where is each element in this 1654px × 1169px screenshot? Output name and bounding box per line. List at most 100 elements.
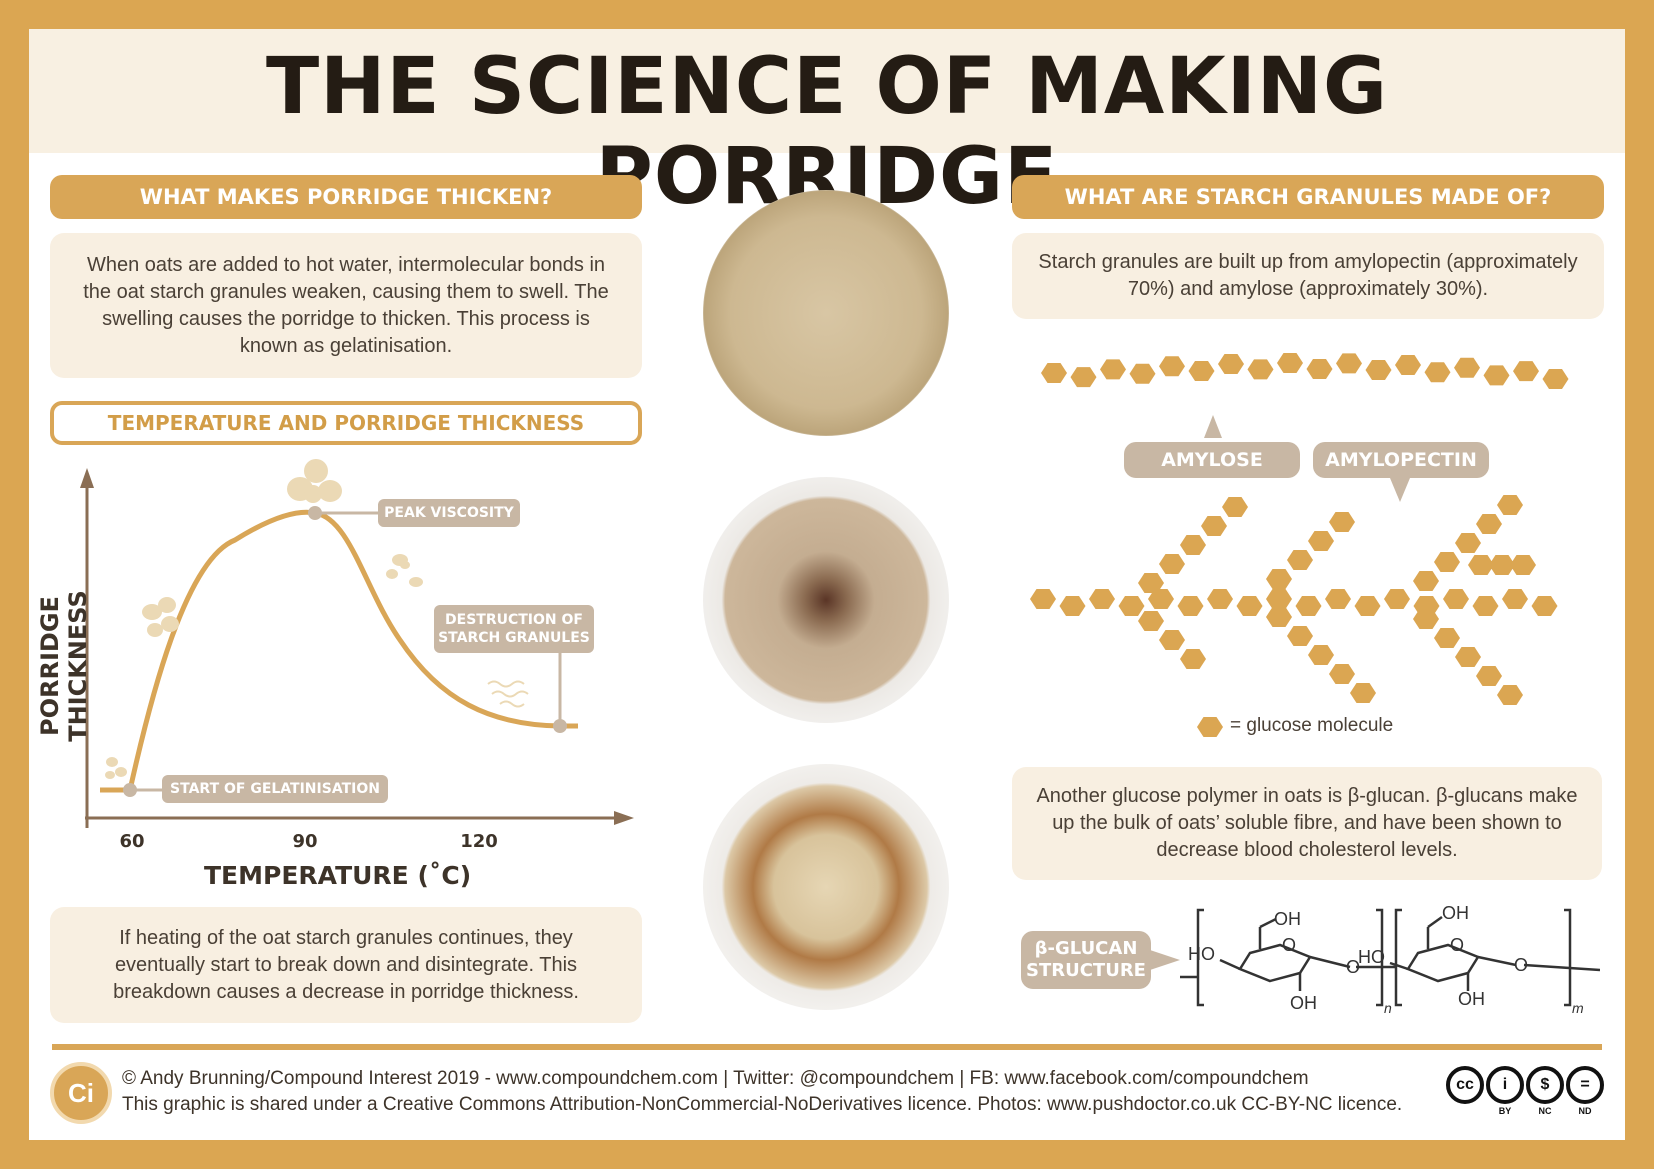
glucan-tag-line1: β-GLUCAN [1034,938,1138,959]
section-header-starch: WHAT ARE STARCH GRANULES MADE OF? [1012,175,1604,219]
amylopectin-glucose [1502,589,1528,609]
amylopectin-branch-glucose [1350,683,1376,703]
amylopectin-branch-glucose [1413,571,1439,591]
amylose-glucose [1424,362,1451,383]
oh-label-3: OH [1290,993,1317,1013]
cc-by-icon: i [1486,1066,1524,1104]
amylopectin-glucose [1295,596,1322,616]
section-header-thicken: WHAT MAKES PORRIDGE THICKEN? [50,175,642,219]
oh-label-1: OH [1274,909,1301,929]
amylopectin-branch-glucose [1434,552,1460,572]
destruction-marker [553,719,567,733]
oh-label-4: OH [1458,989,1485,1009]
amylopectin-glucose [1089,589,1115,609]
amylopectin-branch-glucose [1497,685,1523,705]
footer-divider [52,1044,1602,1050]
amylose-glucose [1542,369,1569,389]
repeat-m-label: m [1572,1000,1584,1015]
amylose-glucose [1365,360,1392,381]
amylopectin-glucose [1118,596,1145,616]
x-axis-arrow [614,811,634,825]
amylose-chain [1041,353,1569,389]
amylopectin-chain [1030,495,1558,705]
amylopectin-glucose [1207,589,1233,609]
glucan-tag-line2: STRUCTURE [1026,960,1146,981]
ho-label-1: HO [1188,944,1215,964]
page-title: THE SCIENCE OF MAKING PORRIDGE [265,42,1389,222]
glucan-text-box: Another glucose polymer in oats is β-glu… [1012,767,1602,880]
amylopectin-branch-glucose [1510,555,1536,575]
amylopectin-branch-glucose [1329,664,1355,684]
amylopectin-branch-glucose [1287,550,1313,570]
ring-o-label-1: O [1282,935,1296,955]
granule-breaking-icon [386,554,423,587]
amylose-glucose [1336,353,1362,374]
y-axis-arrow [80,468,94,488]
title-band [29,29,1625,153]
amylopectin-glucose [1472,596,1499,616]
starch-intro-box: Starch granules are built up from amylop… [1012,233,1604,319]
glucan-text: Another glucose polymer in oats is β-glu… [1036,785,1578,861]
amylopectin-branch-glucose [1455,647,1481,667]
amylopectin-branch-glucose [1308,531,1334,551]
amylose-glucose [1129,363,1156,384]
granule-swollen-icon [287,459,342,503]
x-axis-label: TEMPERATURE (˚C) [204,861,472,890]
x-tick-60: 60 [119,831,145,852]
amylose-glucose [1218,354,1244,375]
cc-nd-label: ND [1578,1106,1592,1116]
glucose-legend-text: = glucose molecule [1230,715,1394,736]
peak-marker [308,506,322,520]
amylose-glucose [1395,355,1421,376]
cc-nd-icon: = [1566,1066,1604,1104]
granule-destroyed-icon [487,680,529,708]
raw-oats-photo [703,190,949,436]
amylose-glucose [1041,363,1067,383]
amylose-glucose [1247,359,1274,380]
amylopectin-branch-glucose [1180,649,1206,669]
x-tick-120: 120 [460,831,498,852]
amylose-glucose [1513,361,1539,382]
amylopectin-branch-glucose [1201,516,1227,536]
peak-viscosity-label: PEAK VISCOSITY [378,499,520,527]
amylopectin-glucose [1354,596,1381,616]
start-gelatinisation-label: START OF GELATINISATION [162,775,388,803]
amylopectin-glucose [1236,596,1263,616]
amylose-glucose [1159,356,1185,377]
starch-intro-text: Starch granules are built up from amylop… [1038,251,1578,300]
amylopectin-glucose [1443,589,1469,609]
porridge-jam-photo [703,477,949,723]
cc-icon: cc [1446,1066,1484,1104]
glucan-structure-tag: β-GLUCAN STRUCTURE [1021,931,1151,989]
x-tick-90: 90 [292,831,318,852]
amylopectin-branch-glucose [1308,645,1334,665]
amylose-glucose [1070,367,1097,388]
amylose-glucose [1100,359,1126,380]
amylopectin-branch-glucose [1497,495,1523,515]
amylose-label: AMYLOSE [1124,442,1300,478]
porridge-fruit-photo [703,764,949,1010]
oh-label-2: OH [1442,905,1469,923]
graph-header: TEMPERATURE AND PORRIDGE THICKNESS [50,401,642,445]
amylose-glucose [1483,365,1510,386]
amylopectin-branch-glucose [1266,569,1292,589]
intro-text: When oats are added to hot water, interm… [83,253,609,357]
amylopectin-branch-glucose [1138,611,1164,631]
amylopectin-glucose [1325,589,1351,609]
glucan-structure-drawing: OH OH HO HO O O O O OH OH n m [1180,905,1600,1015]
destruction-label-line1: DESTRUCTION OF [445,612,583,628]
amylopectin-branch-glucose [1476,514,1502,534]
amylopectin-glucose [1059,596,1086,616]
footer-credit: © Andy Brunning/Compound Interest 2019 -… [122,1068,1309,1089]
amylose-glucose [1277,353,1303,374]
amylose-glucose [1306,359,1333,380]
start-marker [123,783,137,797]
link-o-label-2: O [1514,955,1528,975]
amylopectin-branch-glucose [1159,554,1185,574]
amylopectin-branch-glucose [1159,630,1185,650]
amylopectin-branch-glucose [1476,666,1502,686]
amylose-glucose [1454,357,1480,378]
cc-nc-label: NC [1538,1106,1552,1116]
